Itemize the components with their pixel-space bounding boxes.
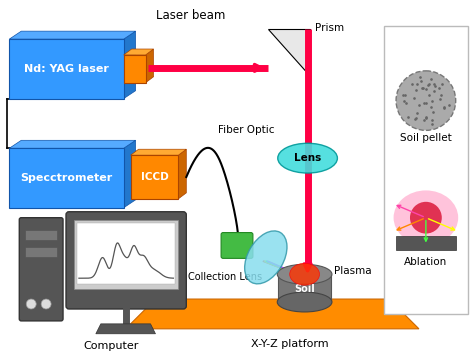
Ellipse shape <box>277 292 332 312</box>
Polygon shape <box>124 31 136 99</box>
Polygon shape <box>9 140 136 148</box>
FancyBboxPatch shape <box>9 148 124 208</box>
FancyBboxPatch shape <box>9 39 124 99</box>
Ellipse shape <box>245 231 287 284</box>
Ellipse shape <box>277 264 332 284</box>
FancyBboxPatch shape <box>384 26 468 314</box>
FancyBboxPatch shape <box>25 230 57 240</box>
Text: Prism: Prism <box>315 23 344 33</box>
Polygon shape <box>124 140 136 208</box>
FancyBboxPatch shape <box>221 232 253 258</box>
FancyBboxPatch shape <box>19 218 63 321</box>
Ellipse shape <box>396 71 456 130</box>
Text: Soil pellet: Soil pellet <box>400 133 452 143</box>
Text: Specctrometer: Specctrometer <box>20 173 113 183</box>
FancyBboxPatch shape <box>74 220 178 289</box>
Ellipse shape <box>290 263 319 285</box>
Text: Ablation: Ablation <box>404 257 447 267</box>
Ellipse shape <box>278 143 337 173</box>
Text: Laser beam: Laser beam <box>155 9 225 22</box>
FancyBboxPatch shape <box>124 55 146 83</box>
Polygon shape <box>9 31 136 39</box>
Text: Soil: Soil <box>294 284 315 294</box>
FancyBboxPatch shape <box>131 155 178 199</box>
Polygon shape <box>178 149 186 199</box>
FancyBboxPatch shape <box>278 274 331 302</box>
Ellipse shape <box>410 202 442 233</box>
Ellipse shape <box>41 299 51 309</box>
Text: Nd: YAG laser: Nd: YAG laser <box>24 64 109 74</box>
Polygon shape <box>124 49 154 55</box>
Text: X-Y-Z platform: X-Y-Z platform <box>251 339 328 349</box>
Polygon shape <box>126 299 419 329</box>
Text: Lens: Lens <box>294 153 321 163</box>
FancyBboxPatch shape <box>25 247 57 257</box>
Text: Fiber Optic: Fiber Optic <box>218 125 274 135</box>
Text: Plasma: Plasma <box>335 266 372 276</box>
FancyBboxPatch shape <box>66 212 186 309</box>
Polygon shape <box>268 29 310 76</box>
Text: Collection Lens: Collection Lens <box>188 272 262 282</box>
Ellipse shape <box>26 299 36 309</box>
Text: Computer: Computer <box>83 341 138 351</box>
Text: ICCD: ICCD <box>141 172 168 182</box>
Polygon shape <box>146 49 154 83</box>
FancyBboxPatch shape <box>77 223 175 284</box>
Polygon shape <box>131 149 186 155</box>
Polygon shape <box>96 324 155 334</box>
Ellipse shape <box>393 190 458 245</box>
FancyBboxPatch shape <box>396 236 456 251</box>
